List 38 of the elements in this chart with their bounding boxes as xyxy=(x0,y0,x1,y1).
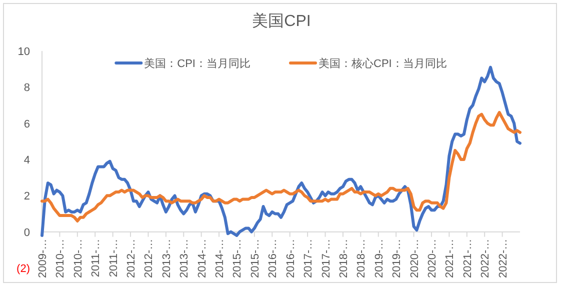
x-tick-label: 2022-… xyxy=(497,238,510,278)
x-tick-label: 2009-… xyxy=(37,238,49,278)
x-tick-label: 2017-… xyxy=(302,238,315,278)
x-tick-label: 2014-… xyxy=(196,238,208,278)
x-tick-label: 2018-… xyxy=(356,238,368,278)
x-tick-label: 2018-… xyxy=(338,238,350,278)
x-tick-label: 2020-… xyxy=(426,238,438,278)
x-tick-label: 2020-… xyxy=(408,238,421,278)
x-tick-label: 2010-… xyxy=(72,238,84,278)
y-tick-label: 10 xyxy=(18,46,30,58)
x-tick-label: 2021-… xyxy=(462,238,474,278)
x-tick-label: 2019-… xyxy=(391,238,404,278)
chart-title: 美国CPI xyxy=(252,12,311,30)
x-tick-label: 2016-… xyxy=(284,238,297,278)
x-tick-label: 2012-… xyxy=(143,238,156,278)
y-tick-label: 0 xyxy=(24,226,30,239)
y-tick-label: (2) xyxy=(16,263,30,275)
x-tick-label: 2021-… xyxy=(444,238,456,278)
y-tick-label: 6 xyxy=(24,118,30,130)
x-tick-label: 2016-… xyxy=(267,238,280,278)
x-tick-label: 2017-… xyxy=(320,238,332,278)
x-tick-label: 2015-… xyxy=(232,238,244,278)
x-tick-label: 2011-… xyxy=(90,238,102,278)
y-tick-label: 4 xyxy=(24,154,30,166)
legend-label: 美国：核心CPI：当月同比 xyxy=(318,57,447,70)
x-tick-label: 2014-… xyxy=(214,238,226,278)
x-tick-label: 2019-… xyxy=(373,238,386,278)
x-tick-label: 2015-… xyxy=(249,238,262,278)
line-series xyxy=(40,110,522,222)
y-tick-label: 8 xyxy=(24,82,30,94)
legend-label: 美国：CPI：当月同比 xyxy=(144,57,250,70)
x-tick-label: 2011-… xyxy=(108,238,120,278)
x-tick-label: 2010-… xyxy=(54,238,67,278)
y-tick-label: 2 xyxy=(24,190,30,203)
x-tick-label: 2012-… xyxy=(126,238,138,278)
x-tick-label: 2013-… xyxy=(178,238,191,278)
x-tick-label: 2022-… xyxy=(480,238,492,278)
x-tick-label: 2013-… xyxy=(160,238,173,278)
